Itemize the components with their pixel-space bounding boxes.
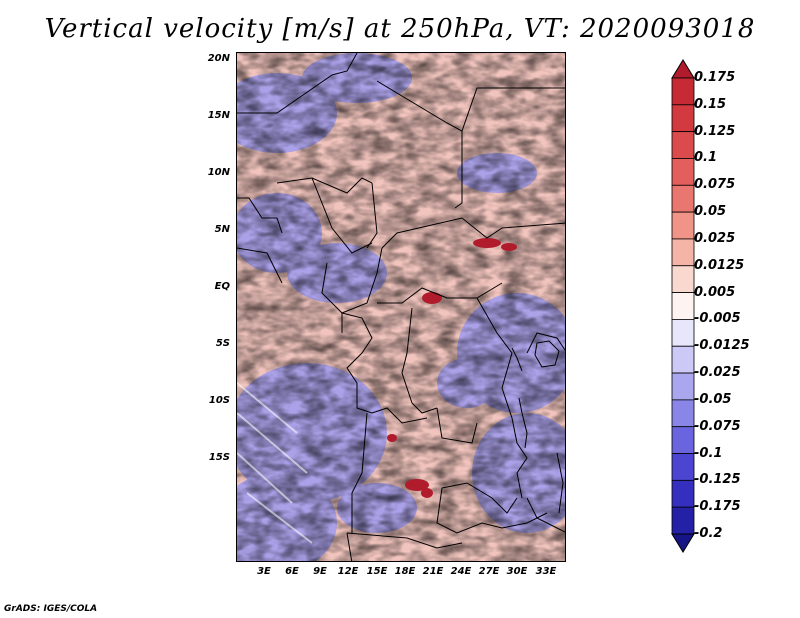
lon-label: 3E — [257, 566, 271, 577]
colorbar-tick-label: -0.1 — [694, 445, 723, 461]
lon-label: 30E — [506, 566, 528, 577]
colorbar-bin — [671, 372, 695, 401]
colorbar-tick-label: 0.005 — [694, 284, 736, 300]
colorbar-tick-label: 0.175 — [694, 70, 736, 85]
colorbar-tick-label: 0.0125 — [694, 257, 745, 273]
lat-label: 10S — [208, 395, 230, 406]
colorbar-tick-label: -0.025 — [694, 365, 741, 381]
lat-label: 5S — [215, 338, 230, 349]
lat-label: 10N — [207, 167, 230, 178]
lon-label: 15E — [366, 566, 388, 577]
colorbar-bin — [671, 292, 695, 320]
country-borders — [237, 53, 565, 561]
colorbar-top-arrow — [671, 59, 695, 79]
colorbar-bin — [671, 211, 695, 240]
colorbar-bin — [671, 506, 695, 535]
colorbar-bin — [671, 77, 695, 106]
colorbar-bin — [671, 265, 695, 293]
lon-label: 33E — [535, 566, 557, 577]
lat-label: 20N — [207, 53, 230, 64]
colorbar-tick-label: -0.125 — [694, 472, 741, 488]
colorbar-tick-label: 0.025 — [694, 230, 736, 246]
lat-label: 5N — [214, 224, 230, 235]
colorbar-bin — [671, 238, 695, 267]
colorbar-bin — [671, 158, 695, 186]
colorbar — [671, 59, 695, 553]
chart-title: Vertical velocity [m/s] at 250hPa, VT: 2… — [44, 14, 756, 44]
colorbar-bin — [671, 104, 695, 133]
lon-label: 27E — [478, 566, 500, 577]
lat-label: 15S — [208, 452, 230, 463]
colorbar-bin — [671, 479, 695, 508]
colorbar-tick-label: -0.005 — [694, 311, 741, 327]
colorbar-bin — [671, 399, 695, 428]
footer-credit: GrADS: IGES/COLA — [4, 604, 98, 614]
colorbar-bin — [671, 131, 695, 159]
lat-label: EQ — [214, 281, 230, 292]
colorbar-tick-label: 0.075 — [694, 177, 736, 193]
lon-label: 24E — [450, 566, 472, 577]
colorbar-bin — [671, 426, 695, 454]
colorbar-tick-label: -0.05 — [694, 391, 732, 407]
colorbar-bottom-arrow — [671, 533, 695, 553]
lake-outlines — [511, 340, 564, 514]
lon-label: 21E — [422, 566, 444, 577]
map-panel — [236, 52, 566, 562]
vertical-velocity-field — [237, 53, 565, 561]
lon-label: 18E — [394, 566, 416, 577]
colorbar-bin — [671, 319, 695, 347]
colorbar-tick-label: -0.0125 — [694, 338, 750, 354]
colorbar-bin — [671, 184, 695, 213]
lon-label: 9E — [313, 566, 327, 577]
colorbar-tick-label: 0.15 — [694, 96, 727, 112]
colorbar-tick-label: -0.2 — [694, 526, 723, 541]
colorbar-tick-label: 0.1 — [694, 150, 718, 166]
lon-label: 6E — [285, 566, 299, 577]
lat-label: 15N — [207, 110, 230, 121]
colorbar-tick-label: -0.075 — [694, 418, 741, 434]
colorbar-bin — [671, 345, 695, 374]
colorbar-tick-label: 0.05 — [694, 204, 727, 220]
colorbar-tick-label: 0.125 — [694, 123, 736, 139]
colorbar-bin — [671, 453, 695, 481]
lon-label: 12E — [337, 566, 359, 577]
ascent-cores — [387, 238, 517, 498]
colorbar-tick-label: -0.175 — [694, 499, 741, 515]
